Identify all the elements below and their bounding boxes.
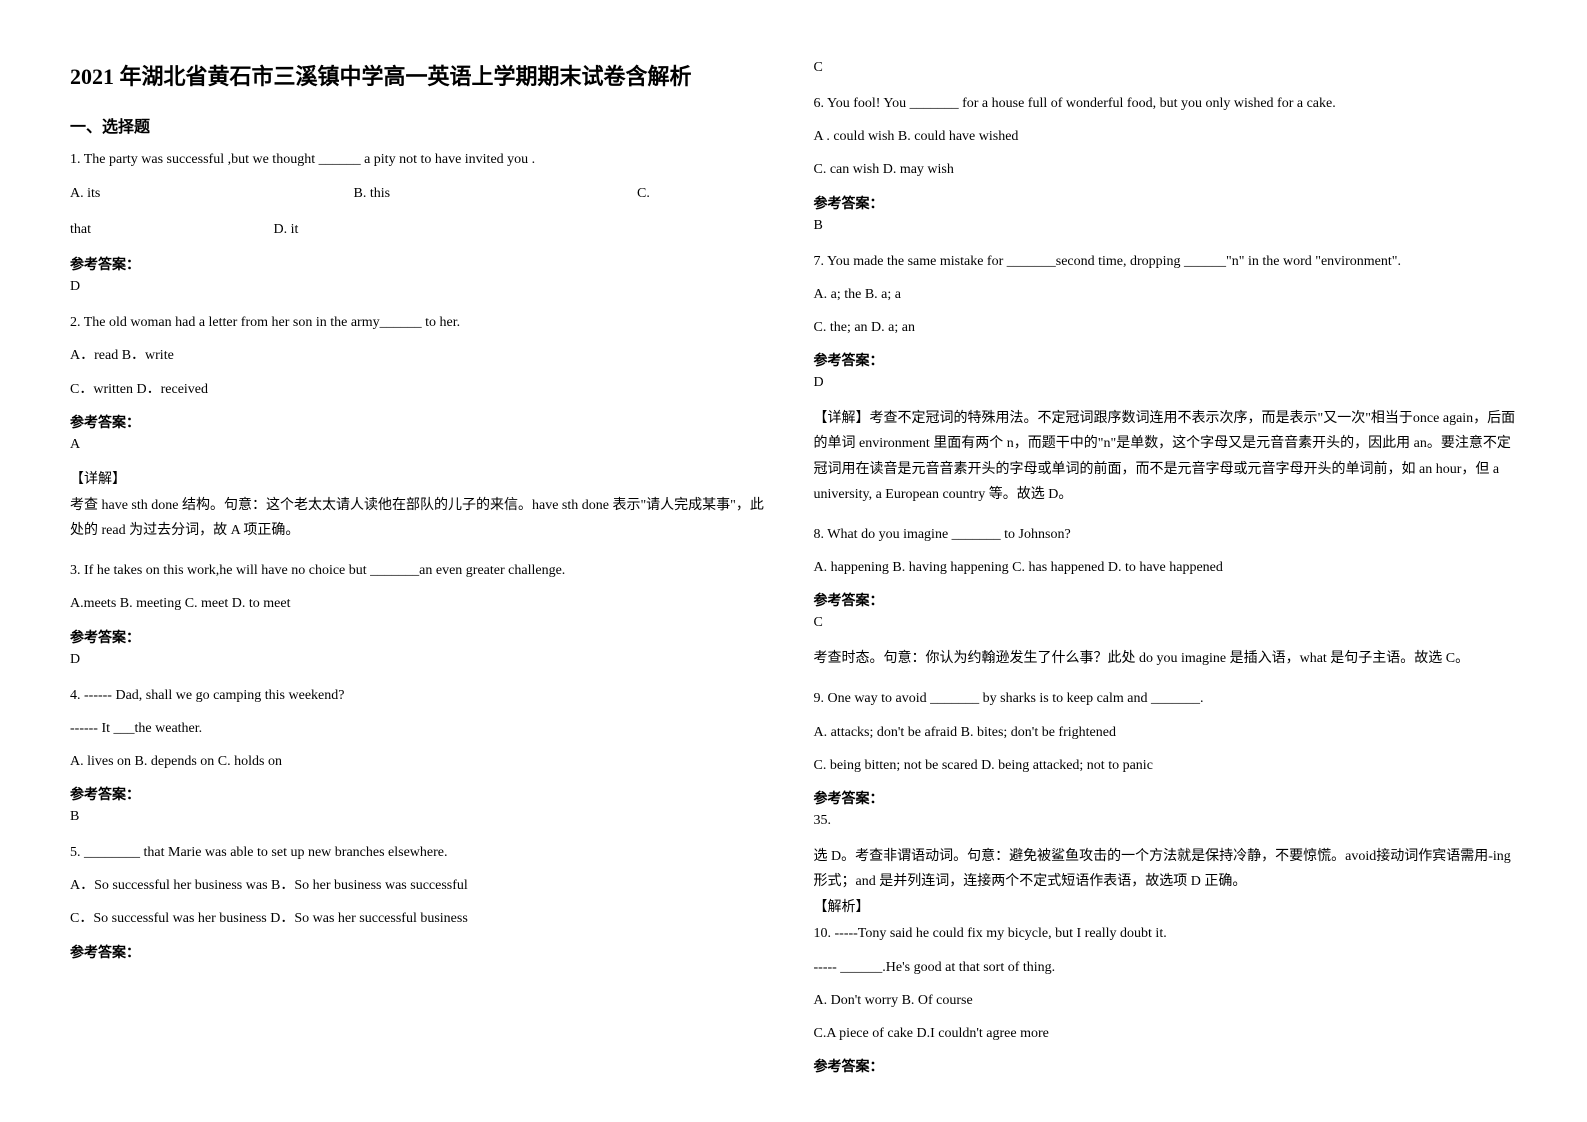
opt-that: that bbox=[70, 216, 270, 244]
question-6: 6. You fool! You _______ for a house ful… bbox=[814, 91, 1518, 116]
explain-label-9: 【解析】 bbox=[814, 896, 1518, 916]
explanation-7: 【详解】考查不定冠词的特殊用法。不定冠词跟序数词连用不表示次序，而是表示"又一次… bbox=[814, 406, 1518, 507]
question-2-opt-cd: C．written D．received bbox=[70, 377, 774, 402]
section-header: 一、选择题 bbox=[70, 113, 774, 137]
answer-3: D bbox=[70, 652, 774, 668]
question-10-opt-cd: C.A piece of cake D.I couldn't agree mor… bbox=[814, 1021, 1518, 1046]
document-title: 2021 年湖北省黄石市三溪镇中学高一英语上学期期末试卷含解析 bbox=[70, 60, 774, 93]
answer-label-5: 参考答案： bbox=[70, 942, 774, 962]
question-9: 9. One way to avoid _______ by sharks is… bbox=[814, 686, 1518, 711]
question-9-opt-ab: A. attacks; don't be afraid B. bites; do… bbox=[814, 720, 1518, 745]
answer-9-num: 35. bbox=[814, 813, 1518, 829]
answer-label-7: 参考答案： bbox=[814, 350, 1518, 370]
question-8-options: A. happening B. having happening C. has … bbox=[814, 555, 1518, 580]
question-3-options: A.meets B. meeting C. meet D. to meet bbox=[70, 591, 774, 616]
answer-2: A bbox=[70, 437, 774, 453]
answer-label: 参考答案： bbox=[70, 254, 774, 274]
answer-8: C bbox=[814, 615, 1518, 631]
answer-label-9: 参考答案： bbox=[814, 788, 1518, 808]
question-4: 4. ------ Dad, shall we go camping this … bbox=[70, 683, 774, 708]
question-2-opt-ab: A．read B．write bbox=[70, 343, 774, 368]
question-1: 1. The party was successful ,but we thou… bbox=[70, 147, 774, 172]
question-5: 5. ________ that Marie was able to set u… bbox=[70, 840, 774, 865]
explain-label-2: 【详解】 bbox=[70, 468, 774, 488]
answer-label-3: 参考答案： bbox=[70, 627, 774, 647]
opt-b: B. this bbox=[354, 180, 634, 208]
question-7-opt-cd: C. the; an D. a; an bbox=[814, 315, 1518, 340]
question-6-opt-cd: C. can wish D. may wish bbox=[814, 157, 1518, 182]
answer-label-4: 参考答案： bbox=[70, 784, 774, 804]
question-10-line2: ----- ______.He's good at that sort of t… bbox=[814, 955, 1518, 980]
answer-6: B bbox=[814, 218, 1518, 234]
answer-label-8: 参考答案： bbox=[814, 590, 1518, 610]
question-10: 10. -----Tony said he could fix my bicyc… bbox=[814, 921, 1518, 946]
question-10-opt-ab: A. Don't worry B. Of course bbox=[814, 988, 1518, 1013]
right-column: C 6. You fool! You _______ for a house f… bbox=[794, 60, 1538, 1062]
answer-4: B bbox=[70, 809, 774, 825]
answer-label-10: 参考答案： bbox=[814, 1056, 1518, 1076]
answer-7: D bbox=[814, 375, 1518, 391]
question-4-line2: ------ It ___the weather. bbox=[70, 716, 774, 741]
answer-label-2: 参考答案： bbox=[70, 412, 774, 432]
question-9-opt-cd: C. being bitten; not be scared D. being … bbox=[814, 753, 1518, 778]
left-column: 2021 年湖北省黄石市三溪镇中学高一英语上学期期末试卷含解析 一、选择题 1.… bbox=[50, 60, 794, 1062]
opt-c: C. bbox=[637, 186, 650, 201]
question-3: 3. If he takes on this work,he will have… bbox=[70, 558, 774, 583]
explanation-8: 考查时态。句意：你认为约翰逊发生了什么事？此处 do you imagine 是… bbox=[814, 646, 1518, 671]
opt-d: D. it bbox=[274, 222, 299, 237]
explanation-2: 考查 have sth done 结构。句意：这个老太太请人读他在部队的儿子的来… bbox=[70, 493, 774, 543]
question-2: 2. The old woman had a letter from her s… bbox=[70, 310, 774, 335]
question-7-opt-ab: A. a; the B. a; a bbox=[814, 282, 1518, 307]
answer-5: C bbox=[814, 60, 1518, 76]
opt-a: A. its bbox=[70, 180, 350, 208]
question-5-opt-ab: A．So successful her business was B．So he… bbox=[70, 873, 774, 898]
explanation-9: 选 D。考查非谓语动词。句意：避免被鲨鱼攻击的一个方法就是保持冷静，不要惊慌。a… bbox=[814, 844, 1518, 894]
question-1-options: A. its B. this C. bbox=[70, 180, 774, 208]
question-5-opt-cd: C．So successful was her business D．So wa… bbox=[70, 906, 774, 931]
question-4-options: A. lives on B. depends on C. holds on bbox=[70, 749, 774, 774]
answer-label-6: 参考答案： bbox=[814, 193, 1518, 213]
answer-1: D bbox=[70, 279, 774, 295]
question-1-options-2: that D. it bbox=[70, 216, 774, 244]
question-7: 7. You made the same mistake for _______… bbox=[814, 249, 1518, 274]
question-6-opt-ab: A . could wish B. could have wished bbox=[814, 124, 1518, 149]
question-8: 8. What do you imagine _______ to Johnso… bbox=[814, 522, 1518, 547]
